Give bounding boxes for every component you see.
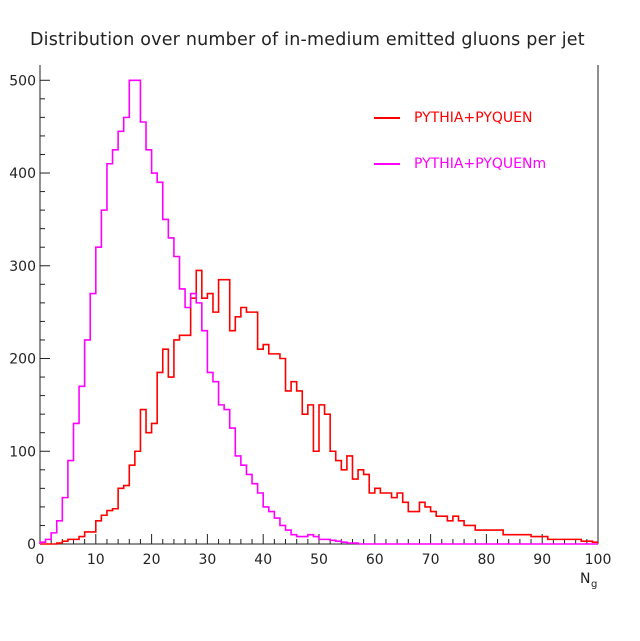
x-tick-label: 10 [87,552,105,568]
y-axis-ticks: 0 100 200 300 400 500 [9,73,50,553]
x-tick-label: 30 [198,552,216,568]
x-tick-label: 20 [143,552,161,568]
x-axis-label-subscript: g [591,579,597,590]
x-tick-label: 0 [36,552,45,568]
y-tick-label: 500 [9,73,36,89]
x-tick-label: 50 [310,552,328,568]
y-tick-label: 400 [9,166,36,182]
x-tick-label: 70 [422,552,440,568]
series-line-1 [39,79,598,545]
legend: PYTHIA+PYQUEN PYTHIA+PYQUENm [374,110,546,172]
x-tick-label: 60 [366,552,384,568]
x-tick-label: 80 [477,552,495,568]
plot-frame [39,65,599,545]
x-tick-label: 90 [533,552,551,568]
y-tick-label: 200 [9,352,36,368]
chart-title: Distribution over number of in-medium em… [30,30,585,50]
x-axis-label: N [580,571,590,587]
y-tick-label: 0 [27,537,36,553]
x-axis-ticks: 0 10 20 30 40 50 60 70 80 90 100 [36,534,612,568]
series-line-0 [40,269,598,545]
x-tick-label: 40 [254,552,272,568]
x-tick-label: 100 [585,552,612,568]
series-layer [39,79,598,545]
legend-label-pythia-pyquenm: PYTHIA+PYQUENm [414,156,546,172]
y-tick-label: 100 [9,444,36,460]
legend-label-pythia-pyquen: PYTHIA+PYQUEN [414,110,532,126]
y-tick-label: 300 [9,259,36,275]
